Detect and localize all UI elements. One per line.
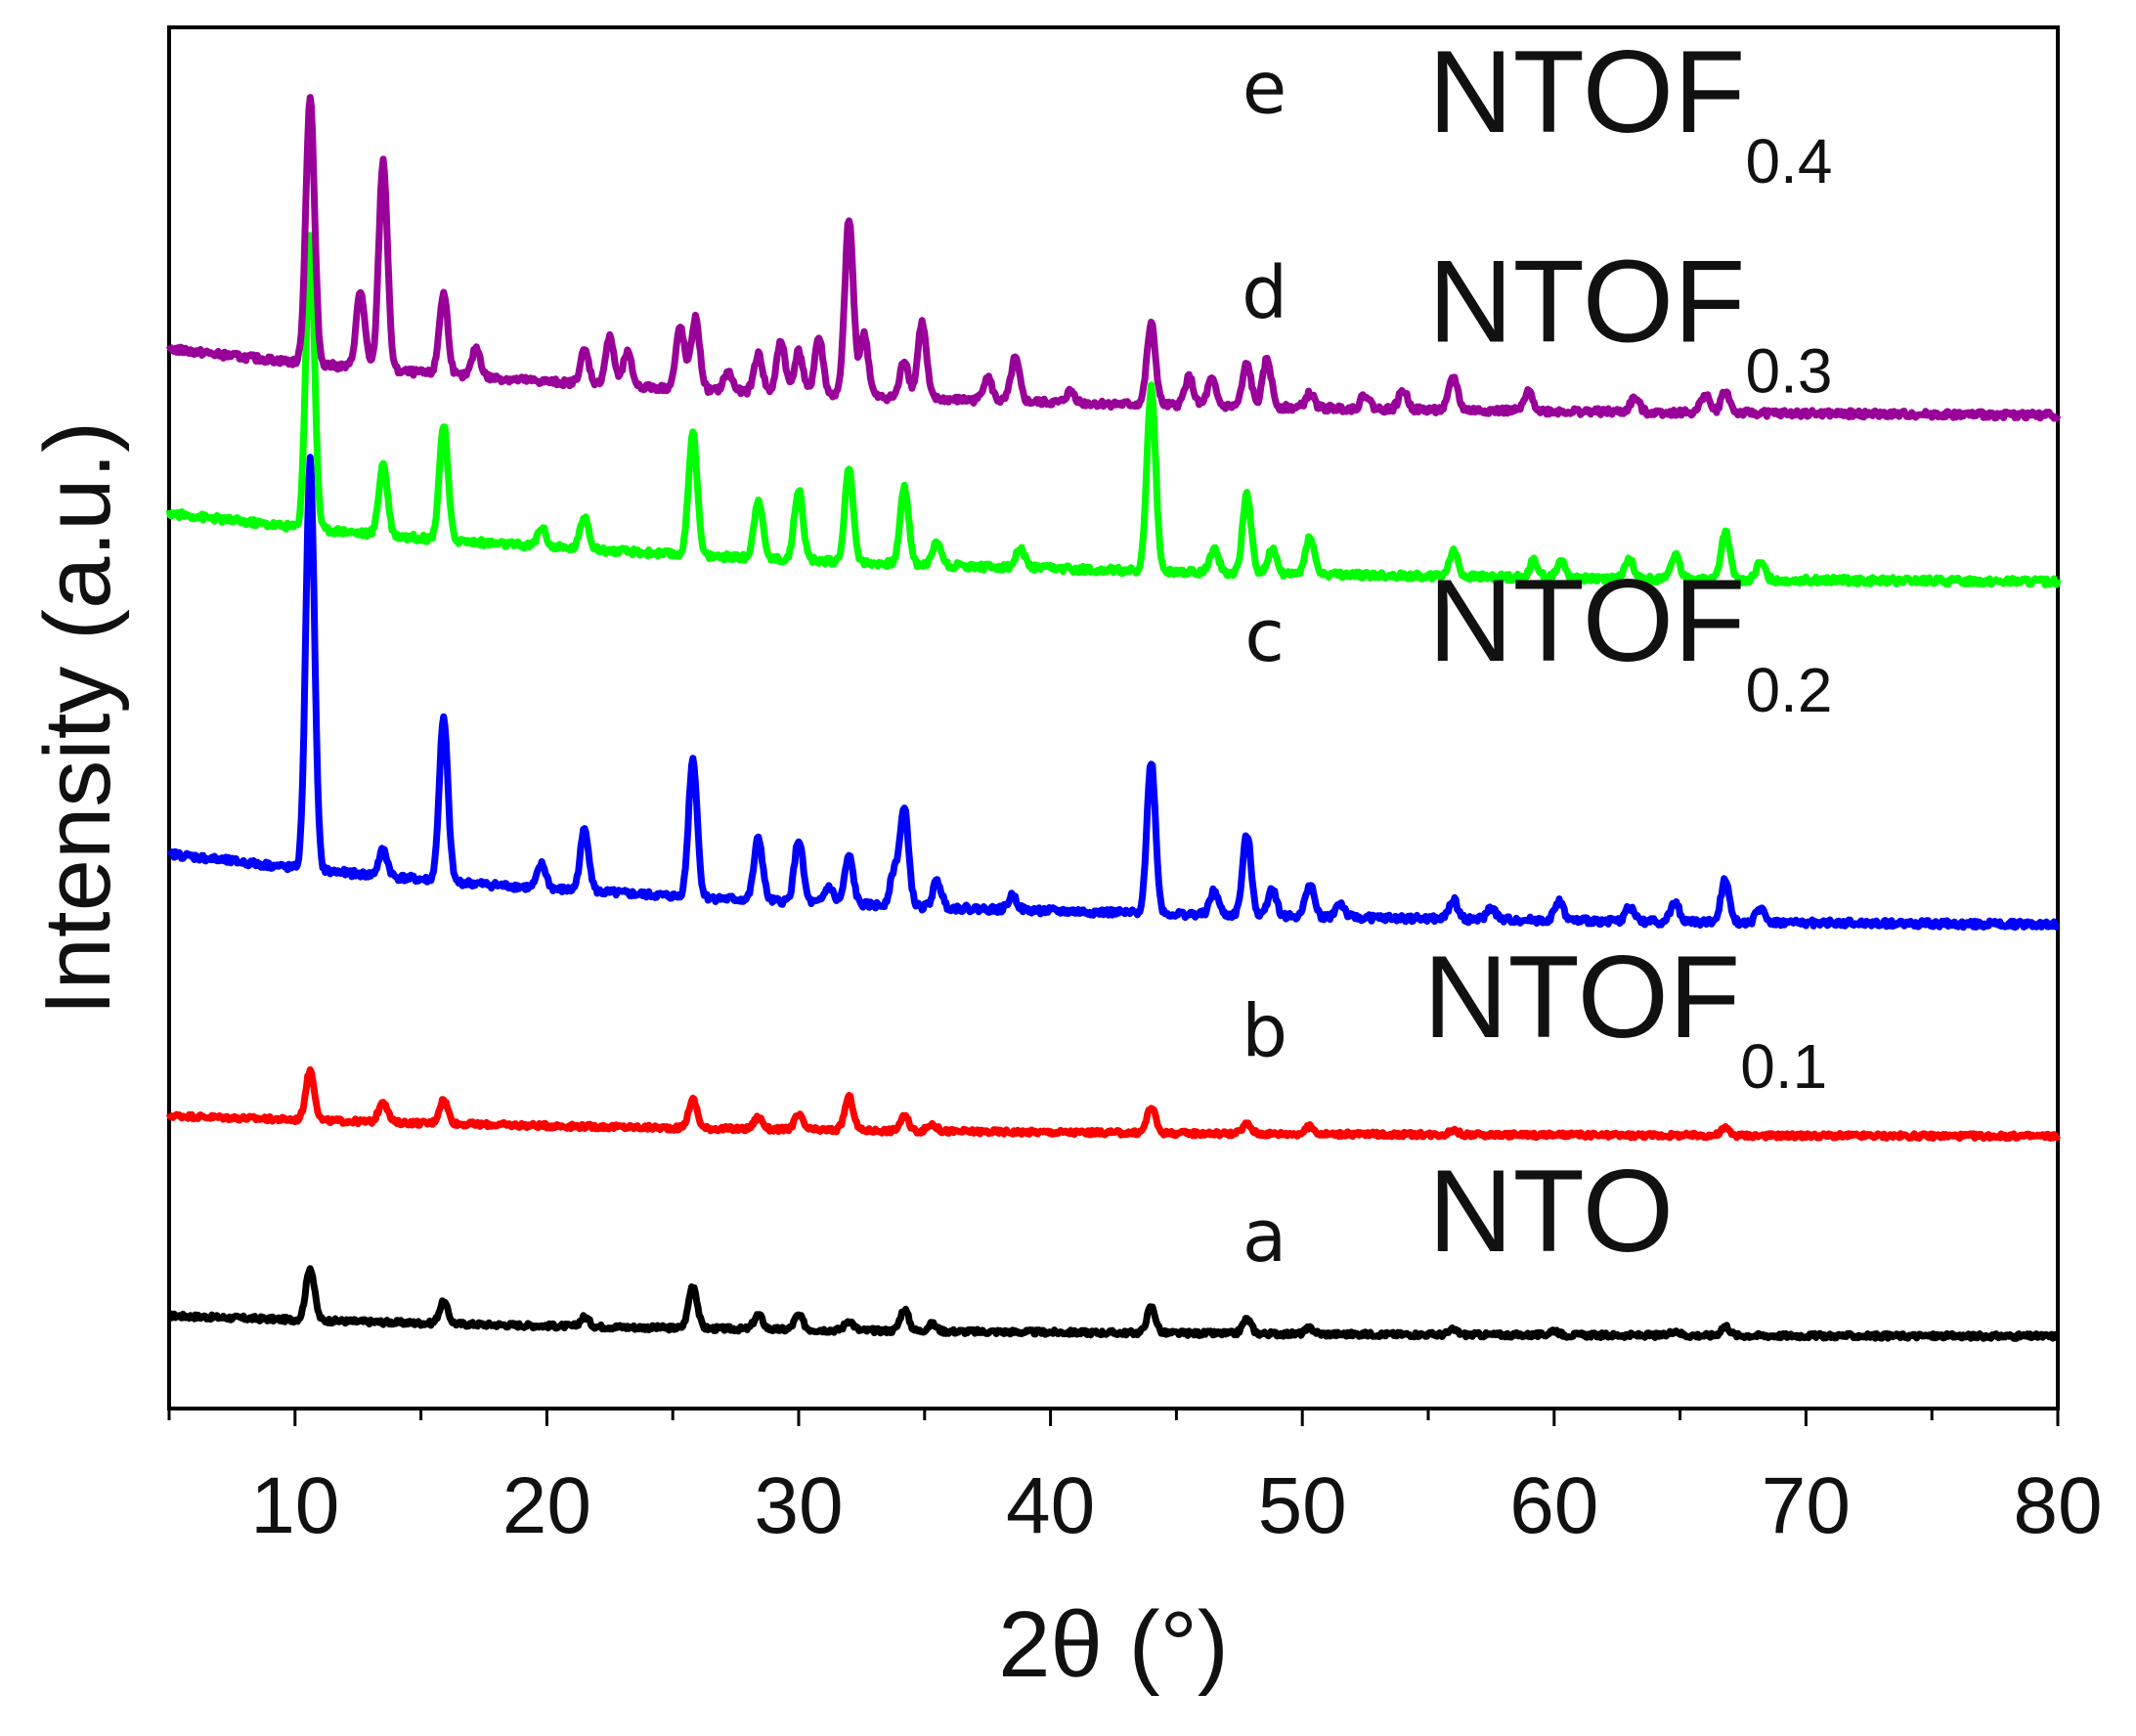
series-line-ntof0-2 [166, 454, 2061, 932]
sample-label-e: NTOF0.4 [1428, 26, 1832, 196]
curve-letter-b: b [1242, 989, 1287, 1073]
sample-label-main: NTOF [1423, 932, 1740, 1063]
x-axis-ticks [167, 1409, 2060, 1426]
sample-label-main: NTOF [1428, 26, 1745, 157]
series-layer [165, 94, 2062, 1342]
x-tick-label-40: 40 [1006, 1461, 1095, 1550]
sample-label-subscript: 0.3 [1745, 336, 1832, 407]
x-tick-label-20: 20 [502, 1461, 591, 1550]
sample-label-subscript: 0.2 [1745, 655, 1832, 725]
series-line-ntof0-4 [165, 94, 2062, 422]
sample-label-main: NTOF [1428, 237, 1745, 368]
series-line-nto [166, 1265, 2061, 1342]
sample-label-subscript: 0.1 [1740, 1031, 1827, 1102]
x-tick-label-30: 30 [754, 1461, 843, 1550]
x-tick-label-60: 60 [1509, 1461, 1598, 1550]
x-tick-label-70: 70 [1762, 1461, 1851, 1550]
curve-letter-a: a [1242, 1194, 1286, 1279]
sample-label-b: NTOF0.1 [1423, 932, 1827, 1102]
plot-frame [167, 25, 2060, 1410]
series-line-ntof0-3 [165, 232, 2062, 588]
sample-label-c: NTOF0.2 [1428, 555, 1832, 725]
y-axis-title: Intensity (a.u.) [25, 421, 130, 1016]
sample-label-d: NTOF0.3 [1428, 237, 1832, 407]
sample-label-main: NTOF [1428, 555, 1745, 686]
sample-label-subscript: 0.4 [1745, 126, 1832, 196]
sample-label-main: NTO [1428, 1146, 1674, 1277]
curve-letter-d: d [1242, 251, 1287, 335]
x-tick-label-10: 10 [250, 1461, 339, 1550]
curve-letter-c: c [1244, 594, 1285, 678]
x-axis-title: 2θ (°) [998, 1592, 1229, 1697]
x-tick-label-50: 50 [1258, 1461, 1347, 1550]
x-tick-label-80: 80 [2013, 1461, 2102, 1550]
series-line-ntof0-1 [165, 1065, 2062, 1143]
sample-label-a: NTO [1428, 1146, 1674, 1277]
x-axis-tick-labels: 10 20 30 40 50 60 70 80 [250, 1461, 2102, 1550]
curve-letter-e: e [1242, 47, 1287, 131]
